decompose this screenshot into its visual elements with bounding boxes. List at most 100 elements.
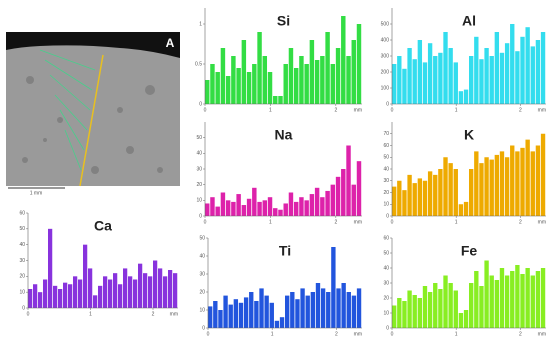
x-axis-label: mm (538, 107, 546, 113)
bar (515, 265, 520, 328)
bar (173, 273, 178, 308)
bar (113, 273, 118, 308)
bar (458, 91, 464, 104)
y-tick-label: 1 (199, 21, 202, 27)
y-tick-label: 100 (381, 85, 390, 91)
x-tick-label: 2 (152, 311, 155, 317)
bar (494, 32, 500, 104)
bar (346, 292, 351, 328)
bar (288, 192, 294, 216)
bar (330, 184, 336, 216)
bar (314, 60, 320, 104)
bar (463, 310, 469, 328)
bar (257, 32, 262, 104)
bar (48, 228, 53, 308)
bar (484, 48, 489, 104)
bar (314, 187, 320, 216)
y-tick-label: 10 (196, 198, 202, 204)
y-tick-label: 40 (19, 242, 25, 248)
bar (407, 174, 412, 216)
bar (356, 161, 362, 216)
y-tick-label: 30 (19, 258, 25, 264)
bar (530, 46, 535, 104)
bar (273, 208, 278, 216)
bar (208, 306, 213, 328)
bar (438, 169, 443, 216)
x-tick-label: 2 (519, 331, 522, 337)
bar (257, 201, 262, 216)
bar (422, 286, 428, 328)
x-axis-label: mm (538, 331, 546, 337)
bar (205, 203, 210, 216)
sem-dark-region (6, 32, 180, 58)
bar (463, 89, 469, 104)
bar (412, 295, 417, 328)
bar (320, 197, 325, 216)
bar (103, 276, 108, 308)
bar (299, 197, 304, 216)
bar (205, 80, 210, 104)
bar (128, 276, 133, 308)
chart-title: Fe (461, 243, 478, 259)
bar (223, 295, 228, 328)
bar (438, 289, 443, 328)
bar (397, 56, 402, 104)
bar (351, 40, 356, 104)
x-tick-label: 1 (455, 219, 458, 225)
bar (93, 295, 98, 308)
bar (458, 313, 464, 328)
bar (163, 276, 168, 308)
bar (215, 206, 220, 216)
bar (293, 201, 299, 216)
y-tick-label: 400 (381, 37, 390, 43)
y-tick-label: 20 (199, 289, 205, 295)
bar (351, 295, 357, 328)
x-tick-label: 0 (391, 219, 394, 225)
bar (433, 56, 438, 104)
y-tick-label: 50 (19, 226, 25, 232)
y-tick-label: 40 (383, 166, 389, 172)
bar (148, 276, 153, 308)
bar (469, 283, 474, 328)
bar (290, 292, 295, 328)
y-tick-label: 30 (199, 271, 205, 277)
bar (236, 68, 241, 104)
bar (448, 283, 453, 328)
bar (356, 288, 362, 328)
bar (402, 301, 407, 328)
bar (402, 190, 407, 216)
bar (474, 36, 479, 104)
x-tick-label: 1 (89, 311, 92, 317)
bar (325, 190, 330, 216)
bar (530, 151, 535, 216)
bar (259, 288, 264, 328)
y-tick-label: 20 (383, 295, 389, 301)
bar (231, 56, 236, 104)
bar (241, 40, 247, 104)
bar (228, 304, 233, 328)
chart-title: K (464, 127, 474, 143)
bar (325, 32, 330, 104)
y-tick-label: 10 (383, 310, 389, 316)
bar (438, 52, 443, 104)
y-tick-label: 500 (381, 21, 390, 27)
bar (351, 184, 356, 216)
bar (274, 320, 280, 328)
bar (220, 48, 226, 104)
bar (73, 276, 78, 308)
bar (98, 285, 103, 308)
bar (330, 64, 336, 104)
y-tick-label: 50 (196, 135, 202, 141)
bar (315, 283, 321, 328)
bar (412, 59, 417, 104)
y-tick-label: 40 (196, 151, 202, 157)
x-tick-label: 0 (27, 311, 30, 317)
bar (267, 72, 273, 104)
bar (417, 178, 423, 216)
bar (427, 171, 433, 216)
x-axis-label: mm (354, 219, 362, 225)
bar (494, 280, 500, 328)
bar (407, 290, 412, 328)
bar (83, 244, 88, 308)
bar (458, 204, 464, 216)
